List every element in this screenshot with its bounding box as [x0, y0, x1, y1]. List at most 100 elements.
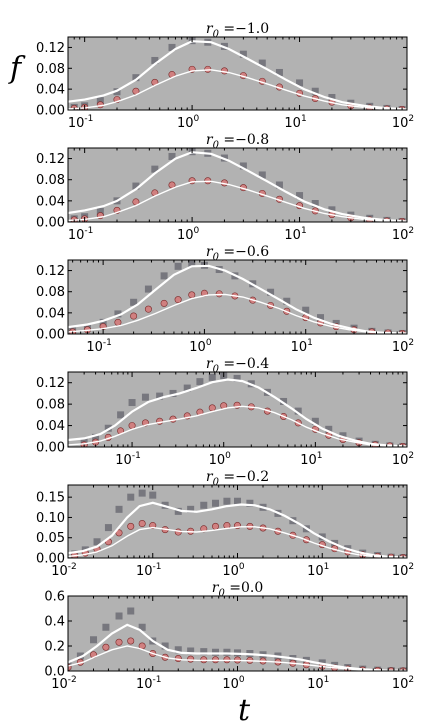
x-tick-label: 10-1 [86, 338, 112, 355]
data-point-square [311, 417, 319, 425]
data-point-square [328, 206, 336, 214]
data-point-circle [188, 291, 196, 299]
data-point-circle [127, 637, 135, 645]
plot-marks [68, 489, 407, 558]
data-point-square [128, 399, 136, 407]
data-point-square [93, 538, 101, 546]
data-point-square [151, 165, 159, 173]
fit-curve [68, 645, 407, 671]
data-point-circle [174, 296, 182, 304]
data-point-square [223, 648, 231, 656]
panel-title: r0 =−0.8 [206, 132, 269, 151]
data-point-square [92, 433, 100, 441]
fit-curve [68, 69, 407, 110]
data-point-square [188, 260, 196, 268]
y-tick-label: 0.08 [36, 173, 65, 188]
y-axis-label: f [8, 51, 26, 86]
x-tick-label: 101 [307, 675, 329, 692]
data-point-square [161, 642, 169, 650]
data-point-square [258, 171, 266, 179]
data-point-square [233, 374, 241, 382]
panel-6: 0.0 0.2 0.4 0.6 10-2 10-1 100 101 102 r0 =0.0 [44, 580, 414, 692]
data-point-circle [127, 522, 135, 530]
data-point-square [96, 207, 104, 215]
data-point-square [208, 373, 216, 381]
data-point-square [115, 505, 123, 513]
panel-3: 0.00 0.04 0.08 0.12 10-1 100 101 102 r0 =−0.6 [36, 244, 414, 355]
data-point-circle [115, 638, 123, 646]
data-point-square [114, 310, 122, 318]
data-point-square [132, 182, 140, 190]
data-point-square [187, 647, 195, 655]
x-tick-label: 101 [307, 562, 329, 579]
data-point-square [174, 646, 182, 654]
data-point-circle [102, 643, 110, 651]
x-tick-label: 100 [177, 114, 200, 131]
data-point-square [138, 489, 146, 497]
data-point-square [296, 192, 304, 200]
data-point-square [328, 93, 336, 101]
data-point-square [90, 636, 98, 644]
y-tick-label: 0.00 [36, 104, 65, 119]
x-tick-label: 10-1 [68, 114, 94, 131]
x-tick-label: 101 [291, 338, 313, 355]
data-point-square [258, 59, 266, 67]
fit-curve [68, 151, 407, 222]
y-tick-label: 0.05 [36, 531, 65, 546]
y-tick-label: 0.12 [36, 376, 65, 391]
data-point-circle [128, 422, 136, 430]
data-point-square [127, 607, 135, 615]
data-point-square [115, 612, 123, 620]
data-point-circle [187, 655, 195, 663]
x-axis-label: t [238, 693, 251, 725]
data-point-square [223, 497, 231, 505]
x-tick-label: 100 [222, 675, 245, 692]
x-tick-label: 10-2 [51, 562, 77, 579]
x-tick-label: 100 [222, 562, 245, 579]
data-point-square [174, 507, 182, 515]
data-point-square [174, 262, 182, 270]
data-point-circle [208, 404, 216, 412]
plot-frame [67, 371, 408, 448]
data-point-square [138, 623, 146, 631]
x-tick-label: 101 [300, 451, 322, 468]
data-point-square [234, 497, 241, 505]
data-point-square [117, 411, 125, 419]
fit-curve [68, 501, 407, 558]
fit-curve [68, 40, 407, 110]
y-tick-label: 0.00 [36, 552, 65, 567]
fit-curve [68, 623, 407, 671]
fit-curve [68, 293, 407, 334]
y-tick-label: 0.15 [36, 491, 65, 506]
data-point-square [168, 43, 176, 51]
y-tick-label: 0.12 [36, 41, 65, 56]
x-tick-label: 102 [392, 451, 414, 468]
x-tick-label: 10-1 [68, 226, 94, 243]
data-point-square [211, 499, 219, 507]
data-point-square [246, 499, 254, 507]
y-tick-label: 0.04 [36, 306, 65, 321]
fit-curve [68, 180, 407, 222]
x-tick-label: 10-1 [115, 451, 141, 468]
panel-title: r0 =−0.6 [206, 244, 269, 263]
x-tick-label: 101 [284, 114, 306, 131]
x-tick-label: 102 [392, 226, 414, 243]
y-tick-label: 0.10 [36, 511, 65, 526]
fit-curve [68, 405, 407, 447]
data-point-square [149, 491, 157, 499]
data-point-square [160, 272, 168, 280]
plot-area [68, 37, 407, 110]
data-point-circle [130, 312, 138, 320]
x-tick-label: 102 [392, 675, 414, 692]
data-point-square [283, 297, 291, 305]
y-tick-label: 0.0 [44, 665, 65, 680]
y-tick-label: 0.04 [36, 83, 65, 98]
data-point-square [183, 384, 191, 392]
data-point-square [317, 314, 325, 322]
x-tick-label: 100 [177, 226, 200, 243]
data-point-circle [160, 299, 168, 307]
data-point-square [169, 389, 177, 397]
data-point-circle [144, 305, 152, 313]
data-point-circle [114, 318, 122, 326]
panel-2: 0.00 0.04 0.08 0.12 10-1 100 101 102 r0 =−0.8 [36, 132, 414, 243]
